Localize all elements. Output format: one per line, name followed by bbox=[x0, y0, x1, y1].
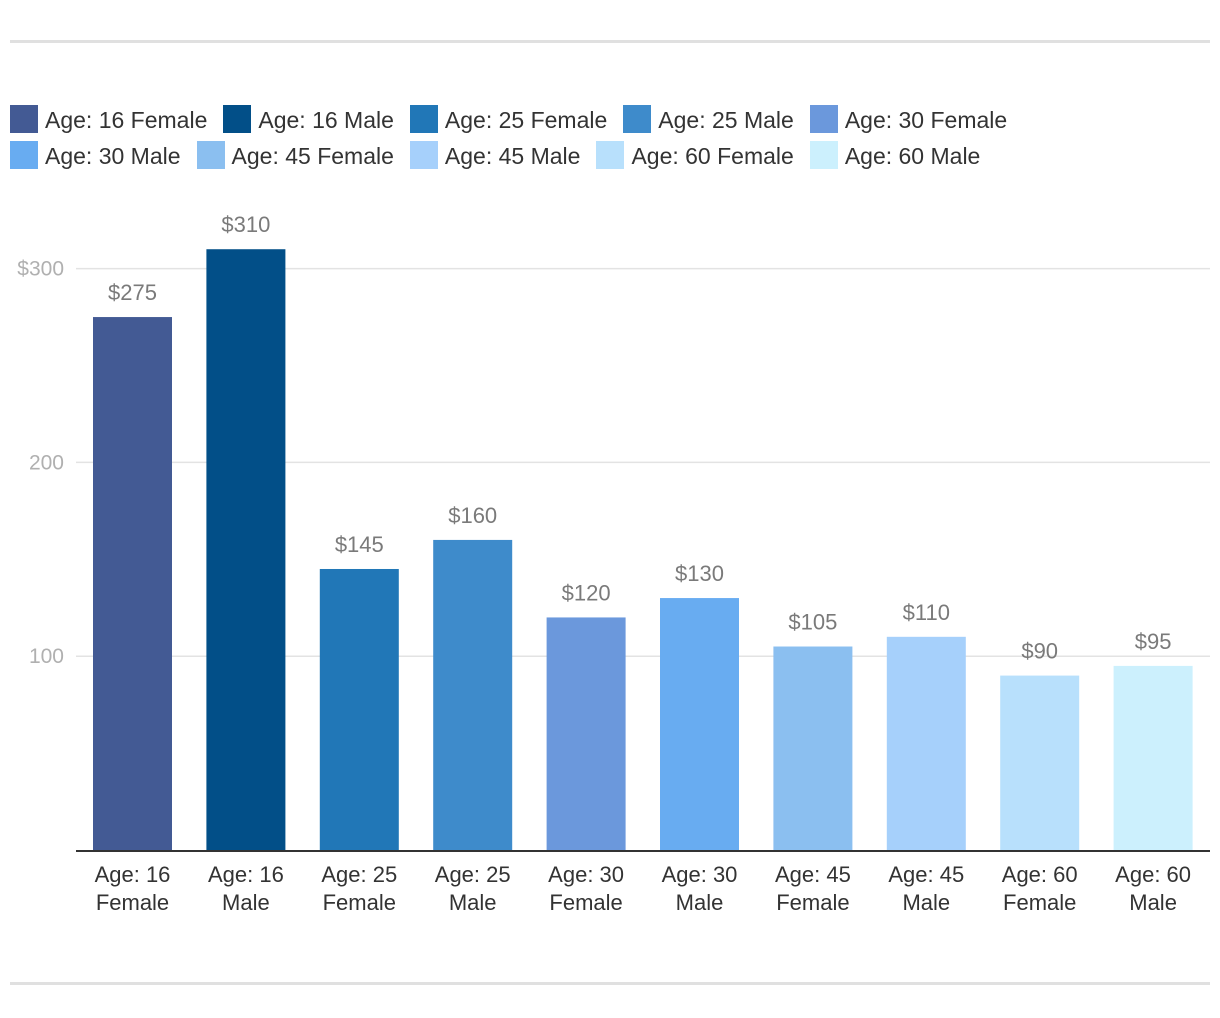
grid-lines: 100 200 $300 bbox=[17, 258, 1210, 668]
legend-swatch bbox=[809, 105, 838, 133]
data-label: $160 bbox=[448, 503, 497, 528]
legend-label: Age: 25 Female bbox=[444, 107, 608, 133]
legend-label: Age: 60 Female bbox=[631, 143, 794, 169]
legend-item[interactable]: Age: 25 Female bbox=[409, 102, 608, 138]
legend-label: Age: 30 Female bbox=[844, 107, 1008, 133]
x-tick-label: Female bbox=[549, 890, 622, 915]
x-tick-label: Age: 25 bbox=[435, 862, 511, 887]
top-divider bbox=[10, 40, 1210, 43]
y-tick-label: $300 bbox=[17, 258, 64, 281]
legend-item[interactable]: Age: 45 Female bbox=[196, 138, 394, 174]
x-tick-label: Age: 16 bbox=[95, 862, 171, 887]
data-label: $275 bbox=[108, 280, 157, 305]
x-tick-label: Male bbox=[902, 890, 950, 915]
bars: $275 Age: 16 Female $310 Age: 16 Male $145 Age:… bbox=[93, 212, 1193, 915]
bar bbox=[93, 317, 172, 850]
legend-label: Age: 16 Male bbox=[258, 107, 394, 133]
legend-swatch bbox=[623, 105, 652, 133]
x-tick-label: Age: 60 bbox=[1115, 862, 1191, 887]
x-tick-label: Age: 30 bbox=[548, 862, 624, 887]
legend-item[interactable]: Age: 30 Female bbox=[809, 102, 1008, 138]
legend-item[interactable]: Age: 30 Male bbox=[10, 138, 181, 174]
x-tick-label: Female bbox=[323, 890, 396, 915]
bar bbox=[1113, 665, 1193, 850]
bar bbox=[319, 568, 399, 850]
legend-label: Age: 60 Male bbox=[844, 143, 981, 169]
bar bbox=[660, 598, 739, 850]
data-label: $90 bbox=[1021, 639, 1058, 664]
y-tick-label: 100 bbox=[29, 645, 64, 668]
x-tick-label: Male bbox=[449, 890, 497, 915]
x-tick-label: Male bbox=[676, 890, 724, 915]
chart-legend: Age: 16 Female Age: 16 Male Age: 25 Female… bbox=[10, 102, 1200, 174]
bar bbox=[886, 636, 966, 850]
data-label: $120 bbox=[562, 580, 611, 605]
x-tick-label: Female bbox=[1003, 890, 1076, 915]
legend-swatch bbox=[196, 141, 225, 169]
bar bbox=[206, 249, 286, 851]
legend-swatch bbox=[409, 141, 438, 169]
x-tick-label: Age: 25 bbox=[321, 862, 397, 887]
y-tick-label: 200 bbox=[29, 451, 64, 474]
bottom-divider bbox=[10, 982, 1210, 985]
bar bbox=[773, 646, 853, 850]
legend-swatch bbox=[223, 105, 252, 133]
legend-item[interactable]: Age: 45 Male bbox=[409, 138, 581, 174]
bar bbox=[433, 539, 513, 850]
legend-label: Age: 45 Male bbox=[444, 143, 581, 169]
legend-swatch bbox=[409, 105, 438, 133]
x-tick-label: Male bbox=[1129, 890, 1177, 915]
legend-swatch bbox=[596, 141, 625, 169]
legend-label: Age: 30 Male bbox=[45, 143, 181, 169]
legend-swatch bbox=[809, 141, 838, 169]
legend-item[interactable]: Age: 60 Male bbox=[809, 138, 981, 174]
legend-item[interactable]: Age: 25 Male bbox=[623, 102, 794, 138]
legend-label: Age: 45 Female bbox=[231, 143, 394, 169]
data-label: $105 bbox=[788, 610, 837, 635]
x-tick-label: Age: 45 bbox=[888, 862, 964, 887]
x-tick-label: Age: 30 bbox=[662, 862, 738, 887]
data-label: $110 bbox=[903, 600, 950, 625]
legend-label: Age: 25 Male bbox=[658, 107, 794, 133]
x-tick-label: Age: 45 bbox=[775, 862, 851, 887]
legend-item[interactable]: Age: 60 Female bbox=[596, 138, 794, 174]
legend-item[interactable]: Age: 16 Male bbox=[223, 102, 394, 138]
data-label: $130 bbox=[675, 561, 724, 586]
data-label: $310 bbox=[221, 212, 270, 237]
bar bbox=[1000, 675, 1080, 850]
legend-label: Age: 16 Female bbox=[45, 107, 208, 133]
x-tick-label: Age: 16 bbox=[208, 862, 284, 887]
x-tick-label: Age: 60 bbox=[1002, 862, 1078, 887]
bar bbox=[546, 617, 626, 850]
x-tick-label: Female bbox=[96, 890, 169, 915]
x-tick-label: Male bbox=[222, 890, 270, 915]
x-tick-label: Female bbox=[776, 890, 849, 915]
data-label: $95 bbox=[1135, 629, 1172, 654]
data-label: $145 bbox=[335, 532, 384, 557]
legend-swatch bbox=[10, 141, 38, 169]
legend-item[interactable]: Age: 16 Female bbox=[10, 102, 207, 138]
legend-swatch bbox=[10, 105, 38, 133]
